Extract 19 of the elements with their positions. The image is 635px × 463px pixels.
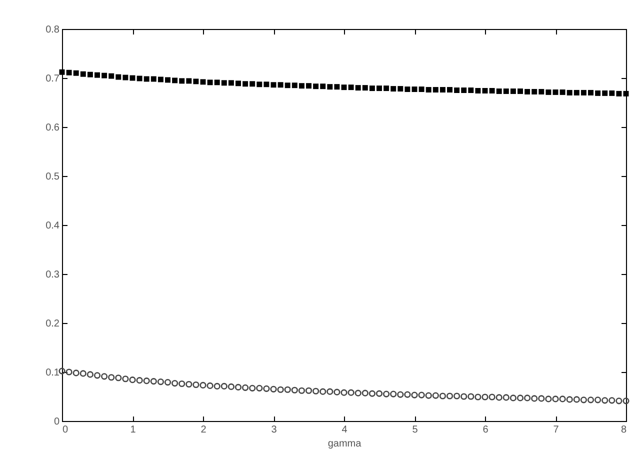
x-axis-title: gamma bbox=[328, 438, 362, 450]
y-tick-label: 0.1 bbox=[46, 368, 60, 378]
y-tick-label: 0.6 bbox=[46, 122, 60, 134]
x-tick-label: 4 bbox=[342, 424, 348, 436]
y-tick-label: 0.3 bbox=[46, 270, 60, 280]
y-tick-label: 0.7 bbox=[46, 74, 60, 84]
y-tick-label: 0.8 bbox=[46, 24, 60, 36]
x-tick-label: 0 bbox=[62, 424, 68, 436]
x-tick-label: 7 bbox=[553, 424, 560, 436]
x-tick-label: 3 bbox=[271, 424, 278, 436]
x-tick-label: 1 bbox=[130, 424, 136, 436]
x-tick-label: 2 bbox=[200, 424, 207, 436]
y-tick-label: 0 bbox=[54, 416, 60, 428]
y-tick-label: 0.4 bbox=[46, 220, 60, 232]
y-tick-label: 0.2 bbox=[46, 318, 60, 330]
y-tick-label: 0.5 bbox=[46, 172, 60, 182]
x-tick-label: 5 bbox=[412, 424, 418, 436]
x-tick-label: 6 bbox=[482, 424, 489, 436]
x-tick-label: 8 bbox=[620, 424, 627, 436]
